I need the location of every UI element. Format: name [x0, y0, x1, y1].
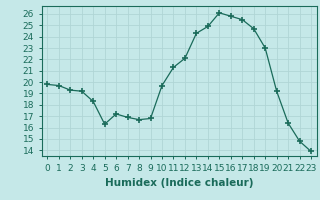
X-axis label: Humidex (Indice chaleur): Humidex (Indice chaleur) [105, 178, 253, 188]
